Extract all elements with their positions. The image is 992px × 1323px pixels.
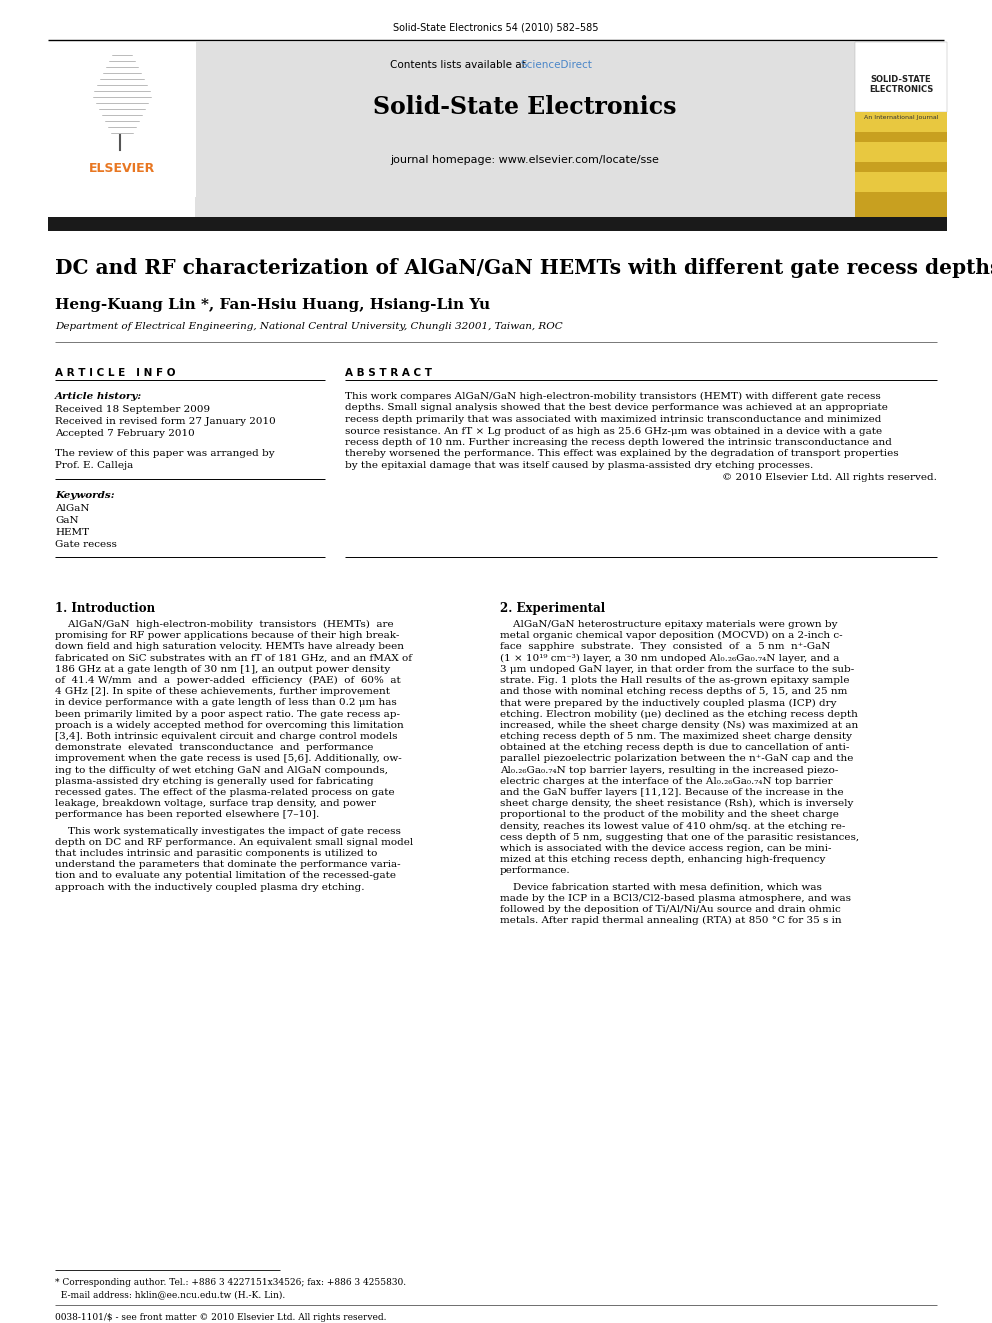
- Text: Prof. E. Calleja: Prof. E. Calleja: [55, 460, 133, 470]
- Text: strate. Fig. 1 plots the Hall results of the as-grown epitaxy sample: strate. Fig. 1 plots the Hall results of…: [500, 676, 849, 685]
- Text: HEMT: HEMT: [55, 528, 89, 537]
- Text: cess depth of 5 nm, suggesting that one of the parasitic resistances,: cess depth of 5 nm, suggesting that one …: [500, 832, 859, 841]
- Text: and those with nominal etching recess depths of 5, 15, and 25 nm: and those with nominal etching recess de…: [500, 687, 847, 696]
- Text: 186 GHz at a gate length of 30 nm [1], an output power density: 186 GHz at a gate length of 30 nm [1], a…: [55, 664, 390, 673]
- Text: ScienceDirect: ScienceDirect: [520, 60, 592, 70]
- Text: proach is a widely accepted method for overcoming this limitation: proach is a widely accepted method for o…: [55, 721, 404, 730]
- Text: AlGaN: AlGaN: [55, 504, 89, 513]
- Text: 0038-1101/$ - see front matter © 2010 Elsevier Ltd. All rights reserved.: 0038-1101/$ - see front matter © 2010 El…: [55, 1312, 387, 1322]
- Text: 3 μm undoped GaN layer, in that order from the surface to the sub-: 3 μm undoped GaN layer, in that order fr…: [500, 664, 854, 673]
- Text: 4 GHz [2]. In spite of these achievements, further improvement: 4 GHz [2]. In spite of these achievement…: [55, 687, 390, 696]
- Text: Keywords:: Keywords:: [55, 491, 115, 500]
- Bar: [855, 42, 947, 112]
- Text: etching recess depth of 5 nm. The maximized sheet charge density: etching recess depth of 5 nm. The maximi…: [500, 732, 852, 741]
- Text: etching. Electron mobility (μe) declined as the etching recess depth: etching. Electron mobility (μe) declined…: [500, 709, 858, 718]
- Text: E-mail address: hklin@ee.ncu.edu.tw (H.-K. Lin).: E-mail address: hklin@ee.ncu.edu.tw (H.-…: [55, 1290, 286, 1299]
- Text: recessed gates. The effect of the plasma-related process on gate: recessed gates. The effect of the plasma…: [55, 789, 395, 796]
- Text: fabricated on SiC substrates with an fT of 181 GHz, and an fMAX of: fabricated on SiC substrates with an fT …: [55, 654, 412, 663]
- Text: face  sapphire  substrate.  They  consisted  of  a  5 nm  n⁺-GaN: face sapphire substrate. They consisted …: [500, 643, 830, 651]
- Text: Accepted 7 February 2010: Accepted 7 February 2010: [55, 429, 194, 438]
- Text: A R T I C L E   I N F O: A R T I C L E I N F O: [55, 368, 176, 378]
- Text: SOLID-STATE
ELECTRONICS: SOLID-STATE ELECTRONICS: [869, 75, 933, 94]
- Text: and the GaN buffer layers [11,12]. Because of the increase in the: and the GaN buffer layers [11,12]. Becau…: [500, 789, 843, 796]
- Text: Solid-State Electronics 54 (2010) 582–585: Solid-State Electronics 54 (2010) 582–58…: [393, 22, 599, 32]
- Text: GaN: GaN: [55, 516, 78, 525]
- Text: down field and high saturation velocity. HEMTs have already been: down field and high saturation velocity.…: [55, 643, 404, 651]
- Bar: [48, 42, 196, 197]
- Text: source resistance. An fT × Lg product of as high as 25.6 GHz-μm was obtained in : source resistance. An fT × Lg product of…: [345, 426, 882, 435]
- Text: Solid-State Electronics: Solid-State Electronics: [373, 95, 677, 119]
- Text: journal homepage: www.elsevier.com/locate/sse: journal homepage: www.elsevier.com/locat…: [391, 155, 660, 165]
- Text: promising for RF power applications because of their high break-: promising for RF power applications beca…: [55, 631, 400, 640]
- Text: of  41.4 W/mm  and  a  power-added  efficiency  (PAE)  of  60%  at: of 41.4 W/mm and a power-added efficienc…: [55, 676, 401, 685]
- Text: Heng-Kuang Lin *, Fan-Hsiu Huang, Hsiang-Lin Yu: Heng-Kuang Lin *, Fan-Hsiu Huang, Hsiang…: [55, 298, 490, 312]
- Text: depth on DC and RF performance. An equivalent small signal model: depth on DC and RF performance. An equiv…: [55, 837, 414, 847]
- Text: understand the parameters that dominate the performance varia-: understand the parameters that dominate …: [55, 860, 401, 869]
- Text: Department of Electrical Engineering, National Central University, Chungli 32001: Department of Electrical Engineering, Na…: [55, 321, 562, 331]
- Text: Device fabrication started with mesa definition, which was: Device fabrication started with mesa def…: [500, 882, 822, 892]
- Text: A B S T R A C T: A B S T R A C T: [345, 368, 432, 378]
- Text: proportional to the product of the mobility and the sheet charge: proportional to the product of the mobil…: [500, 811, 839, 819]
- Text: tion and to evaluate any potential limitation of the recessed-gate: tion and to evaluate any potential limit…: [55, 872, 396, 880]
- Text: (1 × 10¹⁹ cm⁻³) layer, a 30 nm undoped Al₀.₂₆Ga₀.₇₄N layer, and a: (1 × 10¹⁹ cm⁻³) layer, a 30 nm undoped A…: [500, 654, 839, 663]
- Text: ELSEVIER: ELSEVIER: [89, 161, 155, 175]
- Bar: [855, 172, 947, 192]
- Text: recess depth primarily that was associated with maximized intrinsic transconduct: recess depth primarily that was associat…: [345, 415, 881, 423]
- Text: metals. After rapid thermal annealing (RTA) at 850 °C for 35 s in: metals. After rapid thermal annealing (R…: [500, 917, 841, 925]
- Text: Received in revised form 27 January 2010: Received in revised form 27 January 2010: [55, 417, 276, 426]
- Bar: [855, 142, 947, 161]
- Text: An International Journal: An International Journal: [864, 115, 938, 120]
- Text: density, reaches its lowest value of 410 ohm/sq. at the etching re-: density, reaches its lowest value of 410…: [500, 822, 845, 831]
- Text: This work systematically investigates the impact of gate recess: This work systematically investigates th…: [55, 827, 401, 836]
- Bar: [48, 217, 947, 232]
- Text: ing to the difficulty of wet etching GaN and AlGaN compounds,: ing to the difficulty of wet etching GaN…: [55, 766, 388, 774]
- Text: © 2010 Elsevier Ltd. All rights reserved.: © 2010 Elsevier Ltd. All rights reserved…: [722, 472, 937, 482]
- Text: metal organic chemical vapor deposition (MOCVD) on a 2-inch c-: metal organic chemical vapor deposition …: [500, 631, 842, 640]
- Text: improvement when the gate recess is used [5,6]. Additionally, ow-: improvement when the gate recess is used…: [55, 754, 402, 763]
- Text: The review of this paper was arranged by: The review of this paper was arranged by: [55, 448, 275, 458]
- Text: increased, while the sheet charge density (Ns) was maximized at an: increased, while the sheet charge densit…: [500, 721, 858, 730]
- Text: recess depth of 10 nm. Further increasing the recess depth lowered the intrinsic: recess depth of 10 nm. Further increasin…: [345, 438, 892, 447]
- Text: This work compares AlGaN/GaN high-electron-mobility transistors (HEMT) with diff: This work compares AlGaN/GaN high-electr…: [345, 392, 881, 401]
- Text: Al₀.₂₆Ga₀.₇₄N top barrier layers, resulting in the increased piezo-: Al₀.₂₆Ga₀.₇₄N top barrier layers, result…: [500, 766, 838, 774]
- Text: made by the ICP in a BCl3/Cl2-based plasma atmosphere, and was: made by the ICP in a BCl3/Cl2-based plas…: [500, 894, 851, 902]
- Text: which is associated with the device access region, can be mini-: which is associated with the device acce…: [500, 844, 831, 853]
- Bar: [855, 42, 947, 217]
- Text: obtained at the etching recess depth is due to cancellation of anti-: obtained at the etching recess depth is …: [500, 744, 849, 753]
- Text: mized at this etching recess depth, enhancing high-frequency: mized at this etching recess depth, enha…: [500, 855, 825, 864]
- Text: plasma-assisted dry etching is generally used for fabricating: plasma-assisted dry etching is generally…: [55, 777, 374, 786]
- Bar: [855, 112, 947, 132]
- Text: approach with the inductively coupled plasma dry etching.: approach with the inductively coupled pl…: [55, 882, 364, 892]
- Text: DC and RF characterization of AlGaN/GaN HEMTs with different gate recess depths: DC and RF characterization of AlGaN/GaN …: [55, 258, 992, 278]
- Text: by the epitaxial damage that was itself caused by plasma-assisted dry etching pr: by the epitaxial damage that was itself …: [345, 460, 813, 470]
- Bar: [195, 42, 855, 217]
- Text: [3,4]. Both intrinsic equivalent circuit and charge control models: [3,4]. Both intrinsic equivalent circuit…: [55, 732, 398, 741]
- Text: sheet charge density, the sheet resistance (Rsh), which is inversely: sheet charge density, the sheet resistan…: [500, 799, 853, 808]
- Text: in device performance with a gate length of less than 0.2 μm has: in device performance with a gate length…: [55, 699, 397, 708]
- Text: Article history:: Article history:: [55, 392, 142, 401]
- Text: Contents lists available at: Contents lists available at: [390, 60, 529, 70]
- Text: that were prepared by the inductively coupled plasma (ICP) dry: that were prepared by the inductively co…: [500, 699, 836, 708]
- Text: thereby worsened the performance. This effect was explained by the degradation o: thereby worsened the performance. This e…: [345, 450, 899, 459]
- Text: depths. Small signal analysis showed that the best device performance was achiev: depths. Small signal analysis showed tha…: [345, 404, 888, 413]
- Text: * Corresponding author. Tel.: +886 3 4227151x34526; fax: +886 3 4255830.: * Corresponding author. Tel.: +886 3 422…: [55, 1278, 406, 1287]
- Text: Gate recess: Gate recess: [55, 540, 117, 549]
- Text: 1. Introduction: 1. Introduction: [55, 602, 155, 615]
- Text: followed by the deposition of Ti/Al/Ni/Au source and drain ohmic: followed by the deposition of Ti/Al/Ni/A…: [500, 905, 841, 914]
- Text: demonstrate  elevated  transconductance  and  performance: demonstrate elevated transconductance an…: [55, 744, 373, 753]
- Text: performance has been reported elsewhere [7–10].: performance has been reported elsewhere …: [55, 811, 319, 819]
- Text: parallel piezoelectric polarization between the n⁺-GaN cap and the: parallel piezoelectric polarization betw…: [500, 754, 853, 763]
- Text: AlGaN/GaN heterostructure epitaxy materials were grown by: AlGaN/GaN heterostructure epitaxy materi…: [500, 620, 837, 628]
- Text: electric charges at the interface of the Al₀.₂₆Ga₀.₇₄N top barrier: electric charges at the interface of the…: [500, 777, 832, 786]
- Text: that includes intrinsic and parasitic components is utilized to: that includes intrinsic and parasitic co…: [55, 849, 377, 859]
- Text: leakage, breakdown voltage, surface trap density, and power: leakage, breakdown voltage, surface trap…: [55, 799, 376, 808]
- Text: AlGaN/GaN  high-electron-mobility  transistors  (HEMTs)  are: AlGaN/GaN high-electron-mobility transis…: [55, 620, 394, 630]
- Text: Received 18 September 2009: Received 18 September 2009: [55, 405, 210, 414]
- Text: been primarily limited by a poor aspect ratio. The gate recess ap-: been primarily limited by a poor aspect …: [55, 709, 400, 718]
- Text: 2. Experimental: 2. Experimental: [500, 602, 605, 615]
- Text: performance.: performance.: [500, 867, 570, 876]
